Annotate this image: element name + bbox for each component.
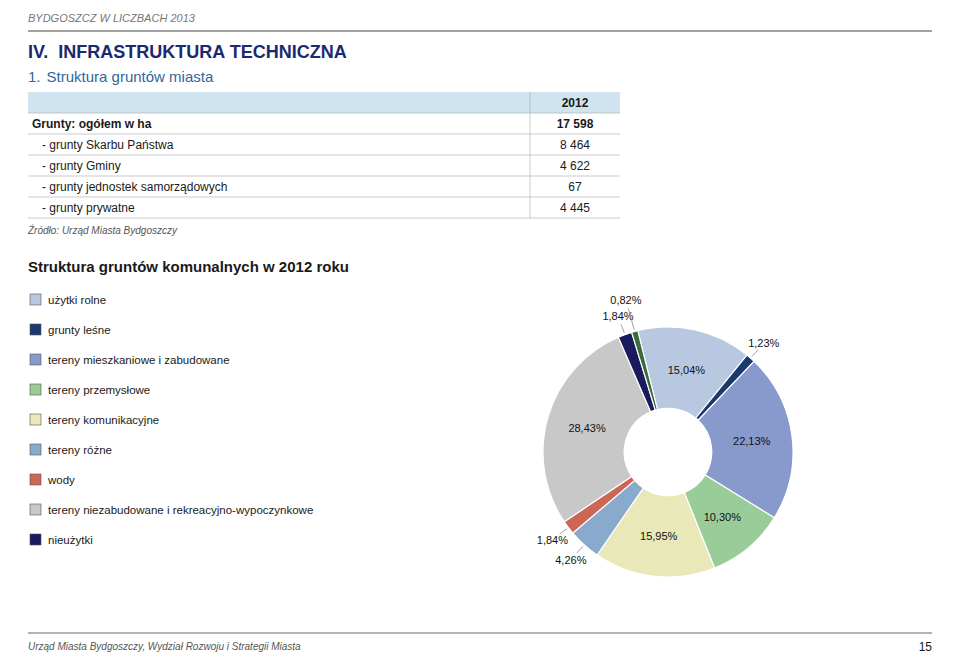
table-row-label: - grunty Skarbu Państwa	[32, 138, 174, 152]
table-row-value: 4 622	[560, 159, 590, 173]
table-row-value: 4 445	[560, 201, 590, 215]
label-leader	[621, 324, 624, 332]
data-label: 22,13%	[733, 435, 771, 447]
background	[0, 0, 960, 661]
page-number: 15	[919, 640, 933, 654]
table-rule	[28, 113, 620, 114]
data-label: 15,04%	[668, 364, 706, 376]
subsection-title: Struktura gruntów miasta	[47, 68, 214, 85]
table-rule	[28, 218, 620, 219]
table-row-label: - grunty jednostek samorządowych	[32, 180, 227, 194]
legend-swatch	[30, 444, 41, 455]
header-rule	[28, 31, 932, 32]
legend-swatch	[30, 294, 41, 305]
footer-rule	[28, 633, 932, 634]
data-label: 0,82%	[610, 294, 641, 306]
legend: użytki rolne grunty leśne tereny mieszkani…	[30, 294, 313, 546]
pie	[543, 327, 793, 577]
legend-entry: tereny przemysłowe	[48, 384, 150, 396]
page: BYDGOSZCZ W LICZBACH 2013 IV. INFRASTRUKTU…	[0, 0, 960, 661]
data-label: 1,84%	[537, 534, 568, 546]
chart-title: Struktura gruntów komunalnych w 2012 rok…	[28, 258, 349, 275]
legend-swatch	[30, 504, 41, 515]
legend-entry: grunty leśne	[48, 324, 111, 336]
data-label: 15,95%	[640, 530, 678, 542]
table-row-value: 67	[568, 180, 582, 194]
table-row-label: Grunty: ogółem w ha	[32, 117, 152, 131]
label-leader	[752, 350, 758, 357]
legend-entry: tereny komunikacyjne	[48, 414, 159, 426]
pie-slice	[632, 331, 658, 410]
source-text: Źródło: Urząd Miasta Bydgoszczy	[27, 224, 178, 236]
pie-labels: 15,04% 1,23% 22,13% 10,30% 15,95% 4,26% 1,84% 2…	[537, 294, 780, 566]
legend-swatch	[30, 384, 41, 395]
legend-entry: nieużytki	[48, 534, 93, 546]
label-leader	[577, 546, 583, 553]
legend-entry: tereny mieszkaniowe i zabudowane	[48, 354, 230, 366]
footer-text: Urząd Miasta Bydgoszczy, Wydział Rozwoju…	[28, 641, 301, 652]
legend-swatch	[30, 414, 41, 425]
data-label: 4,26%	[555, 554, 586, 566]
section-title: INFRASTRUKTURA TECHNICZNA	[58, 42, 346, 62]
label-leader	[628, 308, 634, 329]
section-number: IV.	[28, 42, 48, 62]
table-rule	[28, 155, 620, 156]
legend-entry: wody	[47, 474, 75, 486]
table-rule	[28, 197, 620, 198]
legend-entry: użytki rolne	[48, 294, 106, 306]
legend-entry: tereny niezabudowane i rekreacyjno-wypoc…	[48, 504, 313, 516]
section-heading: IV. INFRASTRUKTURA TECHNICZNA	[28, 42, 347, 62]
table-row-label: - grunty prywatne	[32, 201, 135, 215]
data-label: 28,43%	[568, 422, 606, 434]
legend-swatch	[30, 474, 41, 485]
header-text: BYDGOSZCZ W LICZBACH 2013	[28, 12, 196, 24]
table-rule	[28, 176, 620, 177]
table-row-value: 8 464	[560, 138, 590, 152]
legend-swatch	[30, 324, 41, 335]
table-header-row	[28, 92, 620, 113]
subsection-heading: 1. Struktura gruntów miasta	[28, 68, 214, 85]
table-row-value: 17 598	[557, 117, 594, 131]
legend-swatch	[30, 534, 41, 545]
table-rule	[28, 134, 620, 135]
legend-swatch	[30, 354, 41, 365]
table-header: 2012	[562, 96, 589, 110]
table-row-label: - grunty Gminy	[32, 159, 121, 173]
data-label: 1,23%	[748, 337, 779, 349]
table-column-rule	[530, 92, 531, 218]
legend-entry: tereny różne	[48, 444, 112, 456]
subsection-number: 1.	[28, 68, 41, 85]
data-label: 10,30%	[704, 511, 742, 523]
